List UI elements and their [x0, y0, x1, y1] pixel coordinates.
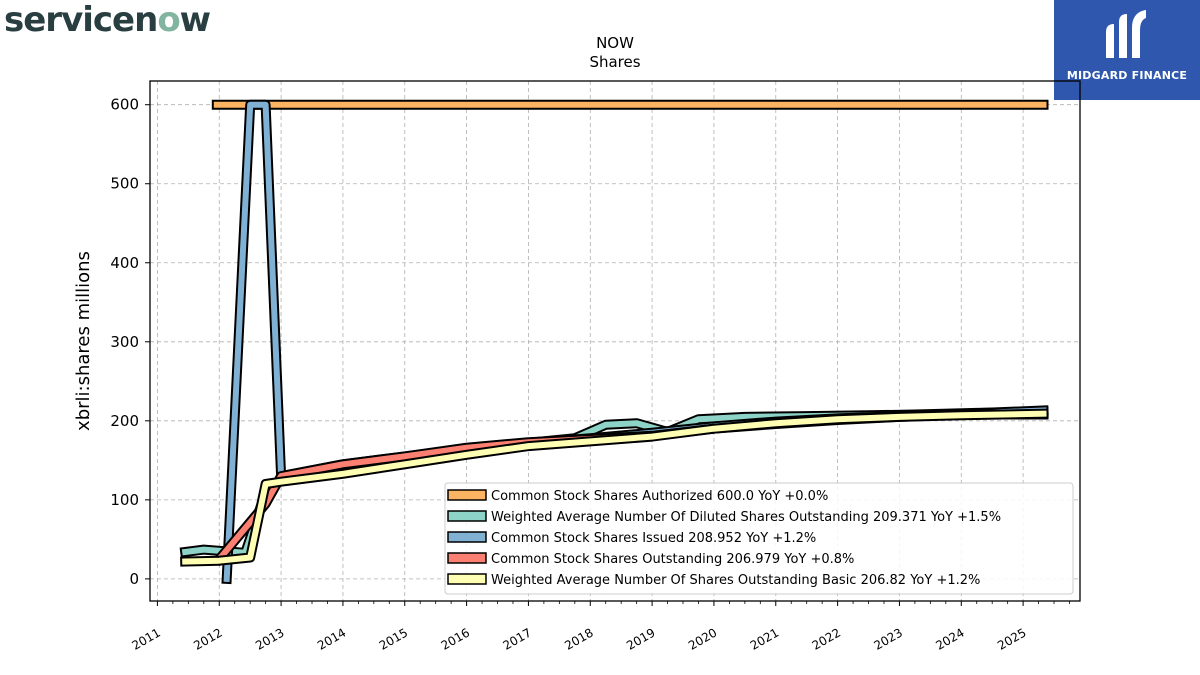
x-tick-label: 2022 [810, 625, 843, 652]
y-tick-label: 600 [110, 96, 139, 114]
x-tick-label: 2023 [871, 625, 904, 652]
logo-text-o: o [157, 0, 180, 40]
x-tick-label: 2021 [748, 625, 781, 652]
legend-label-issued: Common Stock Shares Issued 208.952 YoY +… [491, 531, 816, 546]
x-tick-label: 2017 [500, 625, 533, 652]
x-tick-label: 2011 [129, 625, 162, 652]
chart-title: NOW [596, 34, 634, 52]
legend-label-authorized: Common Stock Shares Authorized 600.0 YoY… [491, 489, 828, 504]
legend-swatch-issued [447, 531, 487, 543]
x-tick-label: 2015 [377, 625, 410, 652]
y-tick-label: 400 [110, 254, 139, 272]
x-tick-label: 2024 [933, 625, 966, 652]
servicenow-logo: servicenow [4, 0, 211, 40]
y-tick-label: 200 [110, 412, 139, 430]
legend-swatch-diluted [447, 510, 487, 522]
legend-label-diluted: Weighted Average Number Of Diluted Share… [491, 510, 1001, 525]
legend-swatch-authorized [447, 489, 487, 501]
y-tick-label: 100 [110, 491, 139, 509]
x-tick-label: 2016 [439, 625, 472, 652]
legend-box [444, 482, 1074, 595]
y-axis-label: xbrli:shares millions [73, 251, 94, 431]
midgard-finance-logo: MIDGARD FINANCE [1054, 0, 1200, 100]
midgard-emblem-icon [1106, 10, 1146, 58]
x-tick-label: 2018 [562, 625, 595, 652]
legend: Common Stock Shares Authorized 600.0 YoY… [444, 482, 1074, 595]
x-tick-label: 2025 [995, 625, 1028, 652]
x-tick-label: 2020 [686, 625, 719, 652]
legend-swatch-basic [447, 573, 487, 585]
y-tick-label: 300 [110, 333, 139, 351]
plot-frame [149, 80, 1081, 602]
x-tick-label: 2012 [191, 625, 224, 652]
series-line-basic [182, 410, 1047, 565]
legend-label-outstanding: Common Stock Shares Outstanding 206.979 … [491, 552, 854, 567]
x-tick-label: 2013 [253, 625, 286, 652]
chart-subtitle: Shares [589, 53, 640, 71]
legend-label-basic: Weighted Average Number Of Shares Outsta… [491, 573, 980, 588]
x-tick-label: 2014 [315, 625, 348, 652]
logo-text-start: servicen [4, 0, 158, 40]
y-tick-label: 0 [129, 570, 139, 588]
y-tick-label: 500 [110, 175, 139, 193]
partner-name: MIDGARD FINANCE [1066, 69, 1188, 82]
series-layer [179, 99, 1049, 585]
grid [150, 81, 1080, 601]
legend-swatch-outstanding [447, 552, 487, 564]
x-tick-label: 2019 [624, 625, 657, 652]
logo-text-end: w [179, 0, 211, 40]
